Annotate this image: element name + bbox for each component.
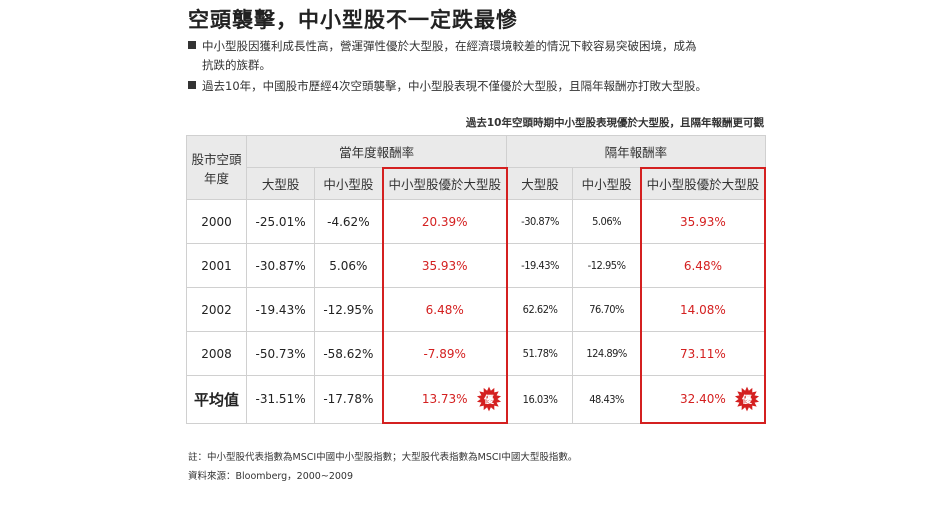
square-bullet-icon	[188, 41, 196, 49]
value-cell-next-large: -30.87%	[506, 199, 574, 244]
stamp-label: 優	[483, 393, 494, 406]
value-cell-next-small: -12.95%	[572, 243, 642, 288]
next-year-header: 隔年報酬率	[506, 135, 766, 168]
value-cell-cur-small: 5.06%	[314, 243, 384, 288]
bullet-text-cont: 抗跌的族群。	[202, 58, 271, 72]
returns-table: 股市空頭 年度 當年度報酬率 隔年報酬率 大型股 中小型股 中小型股優於大型股 …	[185, 135, 767, 424]
table-row: 2001 -30.87% 5.06% 35.93% -19.43% -12.95% 6.48…	[185, 243, 767, 288]
table-row: 2002 -19.43% -12.95% 6.48% 62.62% 76.70% 14.08…	[185, 287, 767, 332]
average-value: 13.73%	[421, 392, 468, 406]
col-header-highlight: 中小型股優於大型股	[639, 166, 767, 200]
year-header-line1: 股市空頭	[191, 151, 242, 167]
average-cell-next-diff: 32.40% 優	[639, 375, 767, 424]
value-cell-next-diff: 35.93%	[639, 199, 767, 244]
value-cell-next-diff: 73.11%	[639, 331, 767, 376]
average-cell-cur-diff: 13.73% 優	[381, 375, 508, 424]
bullet-text: 中小型股因獲利成長性高，營運彈性優於大型股，在經濟環境較差的情況下較容易突破困境…	[202, 39, 697, 53]
value-cell-cur-large: -30.87%	[246, 243, 316, 288]
year-header: 股市空頭 年度	[185, 135, 248, 200]
value-cell-cur-small: -4.62%	[314, 199, 384, 244]
year-cell: 2002	[185, 287, 248, 332]
best-stamp-icon: 優	[734, 386, 760, 412]
year-cell: 2001	[185, 243, 248, 288]
value-cell-cur-small: -12.95%	[314, 287, 384, 332]
bullet-point: 過去10年，中國股市歷經4次空頭襲擊，中小型股表現不僅優於大型股，且隔年報酬亦打…	[188, 77, 778, 96]
col-header: 大型股	[506, 167, 574, 200]
value-cell-cur-small: -58.62%	[314, 331, 384, 376]
value-cell-next-small: 5.06%	[572, 199, 642, 244]
value-cell-cur-large: -50.73%	[246, 331, 316, 376]
value-cell-cur-large: -19.43%	[246, 287, 316, 332]
square-bullet-icon	[188, 81, 196, 89]
best-stamp-icon: 優	[476, 386, 501, 412]
source-note: 資料來源：Bloomberg，2000~2009	[188, 471, 353, 482]
table-caption: 過去10年空頭時期中小型股表現優於大型股，且隔年報酬更可觀	[465, 117, 764, 129]
year-header-line2: 年度	[204, 170, 230, 186]
value-cell-cur-large: -25.01%	[246, 199, 316, 244]
average-cell-next-large: 16.03%	[506, 375, 574, 424]
value-cell-cur-diff: 6.48%	[381, 287, 508, 332]
year-cell: 2000	[185, 199, 248, 244]
bullet-point: 中小型股因獲利成長性高，營運彈性優於大型股，在經濟環境較差的情況下較容易突破困境…	[188, 37, 778, 75]
page-title: 空頭襲擊，中小型股不一定跌最慘	[188, 8, 518, 32]
col-header: 大型股	[246, 167, 316, 200]
average-value: 32.40%	[680, 392, 726, 406]
average-cell-cur-large: -31.51%	[246, 375, 316, 424]
table-row: 2000 -25.01% -4.62% 20.39% -30.87% 5.06% 35.93…	[185, 199, 767, 244]
average-label: 平均值	[185, 375, 248, 424]
average-cell-next-small: 48.43%	[572, 375, 642, 424]
value-cell-next-small: 124.89%	[572, 331, 642, 376]
value-cell-next-large: -19.43%	[506, 243, 574, 288]
current-year-header: 當年度報酬率	[246, 135, 508, 168]
col-header: 中小型股	[572, 167, 642, 200]
value-cell-cur-diff: -7.89%	[381, 331, 508, 376]
value-cell-cur-diff: 35.93%	[381, 243, 508, 288]
col-header: 中小型股	[314, 167, 384, 200]
footnote: 註：中小型股代表指數為MSCI中國中小型股指數；大型股代表指數為MSCI中國大型…	[188, 452, 578, 463]
value-cell-next-small: 76.70%	[572, 287, 642, 332]
value-cell-cur-diff: 20.39%	[381, 199, 508, 244]
value-cell-next-large: 62.62%	[506, 287, 574, 332]
stamp-label: 優	[741, 393, 752, 406]
col-header-highlight: 中小型股優於大型股	[381, 166, 508, 200]
value-cell-next-diff: 6.48%	[639, 243, 767, 288]
table-row: 2008 -50.73% -58.62% -7.89% 51.78% 124.89% 73.…	[185, 331, 767, 376]
average-cell-cur-small: -17.78%	[314, 375, 384, 424]
bullet-text: 過去10年，中國股市歷經4次空頭襲擊，中小型股表現不僅優於大型股，且隔年報酬亦打…	[202, 79, 707, 93]
year-cell: 2008	[185, 331, 248, 376]
value-cell-next-large: 51.78%	[506, 331, 574, 376]
value-cell-next-diff: 14.08%	[639, 287, 767, 332]
average-row: 平均值 -31.51% -17.78% 13.73% 優 16.03% 48.43% 32.4…	[185, 375, 767, 424]
